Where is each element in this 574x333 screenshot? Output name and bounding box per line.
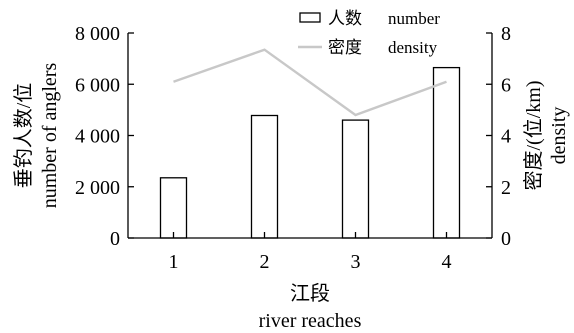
left-tick-label: 4 000: [75, 126, 120, 148]
x-tick-label: 1: [169, 251, 179, 273]
x-tick-label: 4: [442, 251, 452, 273]
right-tick-label: 2: [501, 177, 511, 199]
left-tick-label: 0: [110, 228, 120, 250]
x-axis-title-en: river reaches: [259, 310, 362, 332]
x-tick-label: 3: [351, 251, 361, 273]
x-axis-title-cn: 江段: [290, 282, 330, 305]
x-tick-label: 2: [260, 251, 270, 273]
bar-3: [341, 119, 370, 239]
right-axis-title-cn: 密度/(位/km): [522, 81, 545, 191]
legend-number-en: number: [388, 9, 440, 28]
bar-1: [159, 177, 188, 239]
density-line: [173, 48, 447, 117]
bar-2: [250, 114, 279, 239]
bar-4: [432, 66, 461, 239]
legend-density-cn: 密度: [328, 38, 362, 57]
right-tick-label: 6: [501, 74, 511, 96]
right-tick-label: 8: [501, 23, 511, 45]
left-axis-title-cn: 垂钓人数/位: [12, 83, 35, 189]
left-axis-title-en: number of anglers: [39, 63, 61, 209]
right-axis-title-en: density: [548, 107, 570, 165]
left-tick-label: 2 000: [75, 177, 120, 199]
right-tick-label: 4: [501, 126, 511, 148]
left-tick-label: 6 000: [75, 74, 120, 96]
legend-number-cn: 人数: [328, 9, 362, 28]
legend-density-en: density: [388, 38, 438, 57]
left-tick-label: 8 000: [75, 23, 120, 45]
right-tick-label: 0: [501, 228, 511, 250]
legend-bar-swatch: [299, 12, 321, 23]
